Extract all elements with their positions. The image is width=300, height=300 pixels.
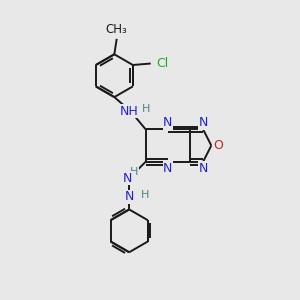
Text: N: N: [123, 172, 132, 185]
Text: N: N: [163, 162, 172, 175]
Text: N: N: [124, 190, 134, 203]
Text: H: H: [140, 190, 149, 200]
Text: NH: NH: [120, 105, 139, 118]
Text: H: H: [142, 104, 150, 114]
Text: H: H: [130, 167, 139, 177]
Text: Cl: Cl: [156, 57, 168, 70]
Text: N: N: [163, 116, 172, 129]
Text: O: O: [213, 139, 223, 152]
Text: N: N: [199, 162, 208, 175]
Text: N: N: [199, 116, 208, 129]
Text: CH₃: CH₃: [106, 23, 128, 37]
